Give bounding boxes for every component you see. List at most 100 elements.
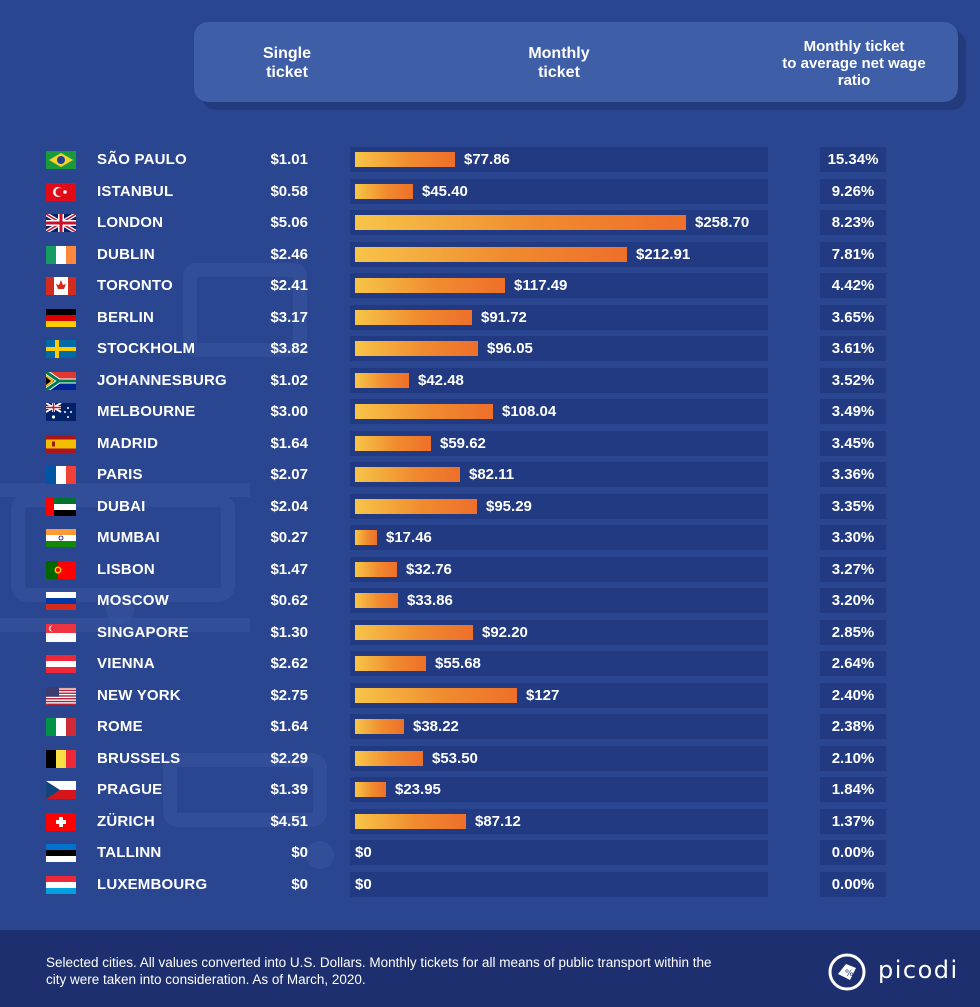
bar-track: $96.05 [350,336,768,361]
city-name: VIENNA [97,655,155,672]
svg-text:%: % [845,969,854,979]
turkey-flag [46,182,76,201]
single-ticket-price: $0 [291,844,308,861]
estonia-flag [46,844,76,862]
bar-track: $87.12 [350,808,768,834]
bar-track: $212.91 [350,241,768,267]
wage-ratio-header: Monthly ticket to average net wage ratio [782,38,926,89]
monthly-ticket-bar [355,687,517,703]
table-row: PARIS $2.07 $82.11 3.36% [0,462,980,487]
bar-track: $258.70 [350,210,768,235]
table-row: DUBAI $2.04 $95.29 3.35% [0,493,980,519]
wage-ratio-value: 15.34% [827,151,879,168]
bar-track: $117.49 [350,273,768,298]
switzerland-flag [46,812,76,831]
wage-ratio-value: 3.61% [831,340,875,357]
monthly-ticket-bar [355,813,466,829]
monthly-ticket-label: $59.62 [440,434,486,452]
wage-ratio-cell: 0.00% [820,840,886,865]
table-row: MELBOURNE $3.00 $108.04 3.49% [0,399,980,424]
single-ticket-price: $2.62 [270,655,308,672]
table-row: ZÜRICH $4.51 $87.12 1.37% [0,808,980,834]
bar-track: $42.48 [350,367,768,393]
bar-track: $92.20 [350,619,768,645]
table-row: SÃO PAULO $1.01 $77.86 15.34% [0,147,980,172]
monthly-ticket-label: $87.12 [475,812,521,830]
bar-track: $55.68 [350,651,768,676]
single-ticket-price: $0.62 [270,592,308,609]
city-name: MUMBAI [97,529,160,546]
single-ticket-price: $1.64 [270,434,308,452]
wage-ratio-cell: 3.49% [820,399,886,424]
monthly-ticket-label: $53.50 [432,749,478,767]
wage-ratio-value: 2.38% [831,718,875,735]
bar-track: $23.95 [350,777,768,802]
wage-ratio-value: 3.30% [831,529,875,546]
monthly-ticket-bar [355,435,431,451]
south-africa-flag [46,371,76,390]
wage-ratio-cell: 2.85% [820,619,886,645]
monthly-ticket-bar [355,498,477,514]
single-ticket-price: $0.58 [270,182,308,200]
single-ticket-price: $3.00 [270,403,308,420]
monthly-ticket-bar [355,530,377,545]
monthly-ticket-bar [355,750,423,766]
wage-ratio-cell: 1.84% [820,777,886,802]
table-row: TORONTO $2.41 $117.49 4.42% [0,273,980,298]
single-ticket-price: $4.51 [270,812,308,830]
wage-ratio-value: 2.64% [831,655,875,672]
table-row: BERLIN $3.17 $91.72 3.65% [0,304,980,330]
wage-ratio-value: 3.52% [831,371,875,389]
wage-ratio-value: 2.85% [831,623,875,641]
single-ticket-price: $2.04 [270,497,308,515]
wage-ratio-cell: 3.20% [820,588,886,613]
monthly-ticket-header: Monthly ticket [528,45,590,81]
monthly-ticket-label: $23.95 [395,781,441,798]
monthly-ticket-bar [355,183,413,199]
bar-track: $108.04 [350,399,768,424]
monthly-ticket-label: $91.72 [481,308,527,326]
city-name: STOCKHOLM [97,340,196,357]
monthly-ticket-label: $77.86 [464,151,510,168]
bar-track: $0 [350,840,768,865]
monthly-ticket-bar [355,656,426,671]
wage-ratio-cell: 3.30% [820,525,886,550]
wage-ratio-cell: 9.26% [820,178,886,204]
city-name: DUBAI [97,497,146,515]
monthly-ticket-label: $258.70 [695,214,750,231]
table-row: SINGAPORE $1.30 $92.20 2.85% [0,619,980,645]
wage-ratio-value: 1.37% [831,812,875,830]
bar-track: $38.22 [350,714,768,739]
picodi-logo-icon: % [828,953,866,991]
monthly-ticket-label: $45.40 [422,182,468,200]
wage-ratio-cell: 3.61% [820,336,886,361]
monthly-ticket-bar [355,719,404,734]
bar-track: $17.46 [350,525,768,550]
wage-ratio-cell: 4.42% [820,273,886,298]
city-name: MELBOURNE [97,403,196,420]
monthly-ticket-label: $108.04 [502,403,557,420]
table-row: LISBON $1.47 $32.76 3.27% [0,556,980,582]
monthly-ticket-label: $17.46 [386,529,432,546]
monthly-ticket-label: $95.29 [486,497,532,515]
single-ticket-price: $1.02 [270,371,308,389]
single-ticket-price: $1.47 [270,560,308,578]
bar-track: $91.72 [350,304,768,330]
city-name: SÃO PAULO [97,151,187,168]
uae-flag [46,497,76,516]
bar-track: $53.50 [350,745,768,771]
ireland-flag [46,245,76,264]
monthly-ticket-bar [355,152,455,167]
picodi-logo-text: picodi [878,956,959,984]
city-name: MADRID [97,434,159,452]
monthly-ticket-bar [355,561,397,577]
uk-flag [46,214,76,232]
monthly-ticket-label: $0 [355,875,372,893]
table-row: ISTANBUL $0.58 $45.40 9.26% [0,178,980,204]
wage-ratio-value: 3.45% [831,434,875,452]
table-row: STOCKHOLM $3.82 $96.05 3.61% [0,336,980,361]
wage-ratio-cell: 2.40% [820,682,886,708]
wage-ratio-value: 3.49% [831,403,875,420]
city-name: BERLIN [97,308,155,326]
bar-track: $33.86 [350,588,768,613]
